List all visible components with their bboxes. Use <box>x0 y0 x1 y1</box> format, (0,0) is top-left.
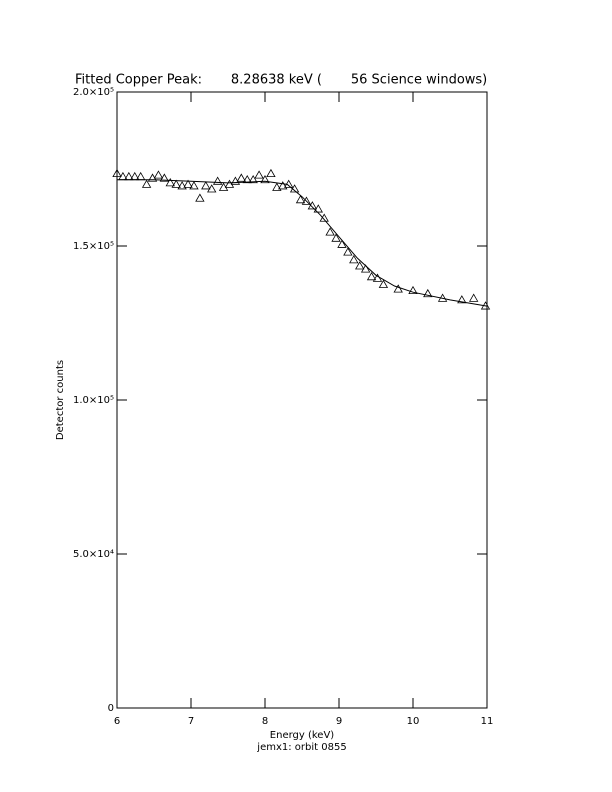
data-point <box>457 295 467 304</box>
data-point <box>366 271 377 281</box>
data-point <box>408 285 418 295</box>
data-point <box>165 178 175 187</box>
data-point <box>141 179 152 188</box>
data-point <box>189 181 199 190</box>
x-tick-label: 10 <box>407 716 420 727</box>
data-point <box>130 171 140 181</box>
data-point <box>355 261 365 270</box>
data-point <box>307 201 318 210</box>
y-tick-label: 2.0×10⁵ <box>73 87 114 98</box>
data-point <box>242 174 252 184</box>
data-point <box>135 171 146 181</box>
footer: jemx1: orbit 0855 <box>256 742 346 753</box>
data-point <box>393 284 403 293</box>
x-tick-label: 9 <box>336 716 342 727</box>
data-point <box>230 176 241 185</box>
data-point <box>207 184 217 193</box>
data-point <box>468 293 479 302</box>
data-point <box>301 196 312 205</box>
data-point <box>254 170 264 179</box>
data-point <box>343 247 353 256</box>
data-point <box>337 239 347 248</box>
data-point <box>112 168 122 178</box>
data-point <box>423 288 433 298</box>
plot-frame <box>116 91 488 709</box>
chart-title: Fitted Copper Peak: 8.28638 keV ( 56 Sci… <box>75 73 487 88</box>
x-tick-label: 11 <box>481 716 494 727</box>
data-point <box>349 255 359 264</box>
data-point <box>319 213 329 222</box>
data-point <box>278 181 288 190</box>
y-tick-label: 1.0×10⁵ <box>73 395 114 406</box>
data-point <box>480 301 491 310</box>
data-point <box>183 179 193 188</box>
data-point <box>295 194 306 204</box>
data-point <box>171 179 181 188</box>
data-point <box>360 264 371 273</box>
data-point <box>248 174 258 184</box>
x-tick-label: 6 <box>114 716 120 727</box>
data-point <box>212 176 223 185</box>
data-point <box>266 168 276 178</box>
data-point <box>325 227 335 236</box>
x-tick-label: 8 <box>262 716 268 727</box>
y-tick-label: 0 <box>108 703 114 714</box>
data-point <box>153 170 164 179</box>
data-point <box>195 193 205 202</box>
data-point <box>283 179 294 188</box>
data-point <box>118 171 128 181</box>
y-axis-label: Detector counts <box>55 360 66 440</box>
fit-line <box>117 179 488 307</box>
data-point <box>289 184 300 193</box>
data-point <box>236 173 247 182</box>
x-tick-label: 7 <box>188 716 194 727</box>
data-point <box>313 204 323 213</box>
data-point <box>331 233 341 242</box>
y-tick-label: 5.0×10⁴ <box>73 549 114 560</box>
data-point <box>272 182 282 191</box>
data-point <box>260 174 270 184</box>
data-point <box>372 273 383 282</box>
x-axis-label: Energy (keV) <box>270 730 335 741</box>
data-point <box>159 173 170 182</box>
y-tick-label: 1.5×10⁵ <box>73 241 114 252</box>
data-point <box>201 181 211 190</box>
data-point <box>177 181 187 190</box>
data-point <box>437 293 448 302</box>
data-point <box>378 279 389 288</box>
data-point <box>224 179 235 188</box>
data-point <box>124 171 134 181</box>
